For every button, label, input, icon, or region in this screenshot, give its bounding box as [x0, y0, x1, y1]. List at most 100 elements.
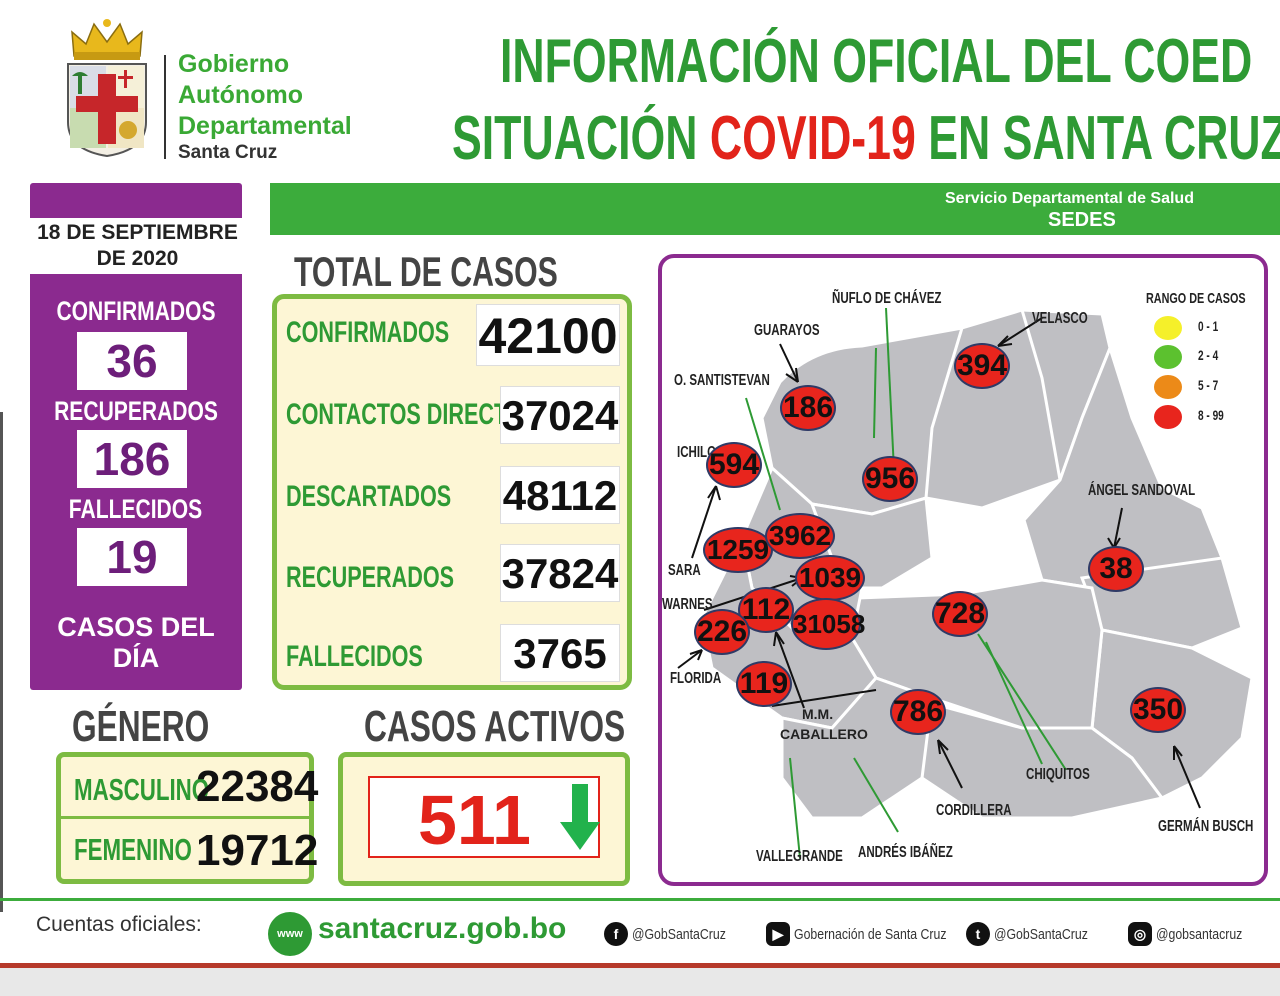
- legend-label: 8 - 99: [1198, 407, 1224, 423]
- active-cases-value: 511: [418, 781, 531, 859]
- province-label-warnes: WARNES: [662, 596, 713, 613]
- total-row-label: FALLECIDOS: [286, 640, 423, 673]
- total-row-label: CONFIRMADOS: [286, 316, 450, 349]
- active-cases-title: CASOS ACTIVOS: [364, 702, 626, 751]
- arrow-down-icon: [560, 784, 600, 850]
- sedes-banner-line-2: SEDES: [1048, 209, 1116, 231]
- coat-of-arms-logo: [67, 19, 147, 158]
- map-bubble-ichilo: 594: [706, 442, 762, 488]
- legend-title: RANGO DE CASOS: [1146, 290, 1246, 307]
- legend-label: 2 - 4: [1198, 347, 1219, 363]
- active-cases-inner: [368, 776, 600, 858]
- globe-icon: www: [268, 912, 312, 956]
- daily-recuperados-value: 186: [77, 430, 187, 488]
- province-label-velasco: VELASCO: [1032, 310, 1088, 327]
- map-bubble-cordillera: 786: [890, 689, 946, 735]
- daily-recuperados-label: RECUPERADOS: [54, 396, 218, 426]
- legend-swatch: [1154, 345, 1182, 369]
- report-date-line-1: 18 DE SEPTIEMBRE: [37, 221, 238, 244]
- youtube-handle[interactable]: Gobernación de Santa Cruz: [794, 926, 947, 943]
- page-title-line-1: INFORMACIÓN OFICIAL DEL COED: [500, 27, 1253, 96]
- province-label-vallegrande: VALLEGRANDE: [756, 848, 843, 865]
- province-label-caballero-2: CABALLERO: [780, 726, 868, 742]
- province-label-sara: SARA: [668, 562, 701, 579]
- gender-male-label: MASCULINO: [74, 772, 210, 807]
- footer-gray-bar: [0, 968, 1280, 996]
- facebook-handle[interactable]: @GobSantaCruz: [632, 926, 726, 943]
- santa-cruz-map: [677, 307, 1254, 859]
- province-label-florida: FLORIDA: [670, 670, 722, 687]
- facebook-icon[interactable]: f: [604, 922, 628, 946]
- daily-footer-line-2: DÍA: [112, 643, 160, 673]
- official-accounts-label: Cuentas oficiales:: [36, 913, 202, 936]
- instagram-handle[interactable]: @gobsantacruz: [1156, 926, 1243, 943]
- daily-footer-line-1: CASOS DEL: [57, 612, 215, 642]
- daily-fallecidos-value: 19: [77, 528, 187, 586]
- youtube-icon[interactable]: ▶: [766, 922, 790, 946]
- total-row-value: 37824: [500, 544, 620, 602]
- map-bubble-ibanez: 31058: [791, 598, 865, 650]
- total-row-value: 48112: [500, 466, 620, 524]
- left-edge-line: [0, 412, 3, 912]
- province-label-nuflo: ÑUFLO DE CHÁVEZ: [832, 290, 942, 307]
- gender-title: GÉNERO: [72, 702, 210, 751]
- footer-divider: [0, 898, 1280, 901]
- twitter-icon[interactable]: t: [966, 922, 990, 946]
- legend-swatch: [1154, 405, 1182, 429]
- province-label-sandoval: ÁNGEL SANDOVAL: [1088, 482, 1196, 499]
- province-label-chiquitos: CHIQUITOS: [1026, 766, 1090, 783]
- title-covid: COVID-19: [709, 104, 916, 173]
- map-bubble-florida: 226: [694, 609, 750, 655]
- map-bubble-velasco: 394: [954, 343, 1010, 389]
- province-label-cordillera: CORDILLERA: [936, 802, 1012, 819]
- map-bubble-santistevan: 3962: [765, 513, 835, 559]
- gob-name-line-3: Departamental: [178, 112, 352, 140]
- legend-swatch: [1154, 375, 1182, 399]
- website-link[interactable]: santacruz.gob.bo: [318, 912, 567, 945]
- gob-name-line-4: Santa Cruz: [178, 142, 278, 163]
- total-cases-title: TOTAL DE CASOS: [294, 248, 558, 295]
- gender-female-value: 19712: [196, 826, 319, 875]
- total-row-value: 3765: [500, 624, 620, 682]
- page-title-line-2: SITUACIÓN COVID-19 EN SANTA CRUZ: [452, 103, 1280, 174]
- map-bubble-busch: 350: [1130, 687, 1186, 733]
- map-bubble-warnes: 1039: [795, 555, 865, 601]
- logo-divider: [164, 55, 166, 159]
- legend-label: 5 - 7: [1198, 377, 1219, 393]
- title-part-3: EN SANTA CRUZ: [915, 104, 1280, 173]
- legend-swatch: [1154, 316, 1182, 340]
- map-bubble-sara: 1259: [703, 527, 773, 573]
- map-bubble-vallegrande: 119: [736, 661, 792, 707]
- sedes-banner: [270, 183, 1280, 235]
- gob-name-line-1: Gobierno: [178, 50, 290, 78]
- total-row-label: RECUPERADOS: [286, 561, 455, 594]
- map-bubble-chiquitos: 728: [932, 591, 988, 637]
- twitter-handle[interactable]: @GobSantaCruz: [994, 926, 1088, 943]
- map-bubble-guarayos: 186: [780, 385, 836, 431]
- daily-confirmados-value: 36: [77, 332, 187, 390]
- gender-divider: [61, 816, 309, 819]
- province-label-ibanez: ANDRÉS IBÁÑEZ: [858, 844, 953, 861]
- report-date: 18 DE SEPTIEMBRE DE 2020: [30, 218, 245, 274]
- title-part-1: SITUACIÓN: [452, 104, 710, 173]
- instagram-icon[interactable]: ◎: [1128, 922, 1152, 946]
- map-bubble-sandoval: 38: [1088, 546, 1144, 592]
- total-row-value: 37024: [500, 386, 620, 444]
- legend-label: 0 - 1: [1198, 318, 1219, 334]
- globe-icon-text: www: [277, 928, 303, 940]
- province-label-ichilo: ICHILO: [677, 444, 717, 461]
- map-bubble-nuflo: 956: [862, 456, 918, 502]
- footer-bottom-stripe: [0, 963, 1280, 968]
- gender-male-value: 22384: [196, 762, 319, 811]
- total-row-value: 42100: [476, 304, 620, 366]
- province-label-caballero-1: M.M.: [802, 706, 834, 722]
- daily-fallecidos-label: FALLECIDOS: [69, 494, 203, 524]
- daily-confirmados-label: CONFIRMADOS: [56, 296, 216, 326]
- total-row-label: DESCARTADOS: [286, 480, 452, 513]
- province-label-santistevan: O. SANTISTEVAN: [674, 372, 770, 389]
- total-row-label: CONTACTOS DIRECTOS: [286, 398, 539, 431]
- gob-name-line-2: Autónomo: [178, 81, 303, 109]
- gender-female-label: FEMENINO: [74, 832, 192, 867]
- sedes-banner-line-1: Servicio Departamental de Salud: [945, 190, 1194, 207]
- daily-footer: CASOS DEL DÍA: [30, 612, 242, 674]
